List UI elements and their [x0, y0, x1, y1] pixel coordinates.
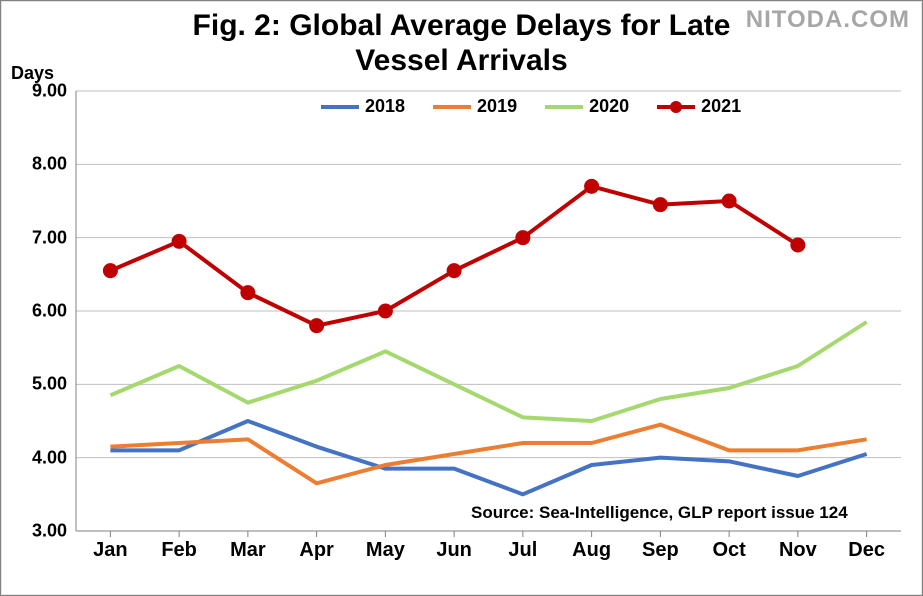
legend-label: 2021 — [701, 96, 741, 117]
x-tick-label: Dec — [848, 539, 885, 562]
x-tick-label: Jul — [508, 539, 537, 562]
x-tick-label: Sep — [642, 539, 679, 562]
x-tick-label: Apr — [299, 539, 333, 562]
plot-svg — [76, 91, 901, 531]
legend-swatch — [433, 105, 471, 109]
series-line-2020 — [110, 322, 866, 421]
legend-item-2020: 2020 — [545, 96, 629, 117]
x-tick-label: May — [366, 539, 405, 562]
series-marker-2021 — [585, 179, 599, 193]
series-marker-2021 — [378, 304, 392, 318]
title-line-1: Fig. 2: Global Average Delays for Late — [193, 9, 731, 42]
y-tick-label: 4.00 — [7, 447, 67, 468]
legend-swatch — [321, 105, 359, 109]
x-tick-label: Jan — [93, 539, 127, 562]
x-tick-label: Jun — [436, 539, 472, 562]
series-marker-2021 — [447, 264, 461, 278]
series-marker-2021 — [653, 198, 667, 212]
series-line-2019 — [110, 425, 866, 484]
series-marker-2021 — [310, 319, 324, 333]
series-marker-2021 — [516, 231, 530, 245]
plot-area — [76, 91, 901, 531]
x-tick-label: Feb — [161, 539, 197, 562]
legend-item-2021: 2021 — [657, 96, 741, 117]
legend-marker-icon — [670, 101, 682, 113]
legend: 2018 2019 2020 2021 — [321, 96, 741, 117]
y-tick-label: 6.00 — [7, 301, 67, 322]
source-citation: Source: Sea-Intelligence, GLP report iss… — [471, 503, 848, 523]
legend-swatch — [545, 105, 583, 109]
y-tick-label: 8.00 — [7, 154, 67, 175]
x-tick-label: Mar — [230, 539, 266, 562]
x-tick-label: Nov — [779, 539, 817, 562]
legend-swatch — [657, 105, 695, 109]
legend-label: 2019 — [477, 96, 517, 117]
legend-label: 2018 — [365, 96, 405, 117]
legend-item-2018: 2018 — [321, 96, 405, 117]
series-marker-2021 — [103, 264, 117, 278]
series-marker-2021 — [722, 194, 736, 208]
x-tick-label: Oct — [712, 539, 745, 562]
chart-container: NITODA.COM Fig. 2: Global Average Delays… — [0, 0, 923, 596]
chart-title: Fig. 2: Global Average Delays for Late V… — [1, 9, 922, 78]
series-marker-2021 — [791, 238, 805, 252]
series-line-2021 — [110, 186, 798, 325]
x-tick-label: Aug — [572, 539, 611, 562]
legend-label: 2020 — [589, 96, 629, 117]
y-tick-label: 5.00 — [7, 374, 67, 395]
legend-item-2019: 2019 — [433, 96, 517, 117]
y-tick-label: 3.00 — [7, 521, 67, 542]
series-marker-2021 — [172, 234, 186, 248]
title-line-2: Vessel Arrivals — [355, 44, 567, 77]
y-tick-label: 7.00 — [7, 227, 67, 248]
y-tick-label: 9.00 — [7, 81, 67, 102]
series-marker-2021 — [241, 286, 255, 300]
